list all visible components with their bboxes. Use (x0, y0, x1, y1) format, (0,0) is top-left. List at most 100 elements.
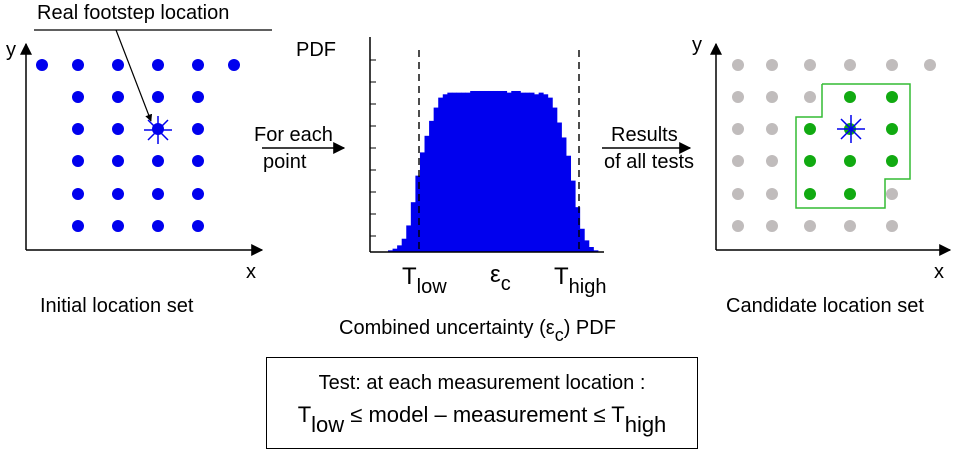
rejected-point (732, 155, 744, 167)
initial-location-caption: Initial location set (40, 295, 194, 317)
pdf-axis-label: PDF (296, 39, 336, 61)
pdf-bar (442, 94, 448, 252)
pdf-bar (392, 248, 398, 252)
real-footstep-marker (144, 116, 172, 144)
candidate-point (804, 123, 816, 135)
location-point (192, 220, 204, 232)
epsilon-c-label: εc (490, 261, 511, 295)
candidate-point (844, 91, 856, 103)
pdf-axis-ticks (370, 59, 376, 237)
pdf-bar (429, 120, 435, 252)
pdf-bar (561, 137, 567, 252)
rejected-point (804, 91, 816, 103)
location-point (112, 188, 124, 200)
location-point (112, 155, 124, 167)
rejected-point (886, 59, 898, 71)
test-condition-box: Test: at each measurement location : Tlo… (266, 357, 698, 449)
initial-location-panel: y x Real footstep location Initial locat… (6, 2, 272, 317)
pdf-bar (556, 122, 562, 253)
location-point (152, 91, 164, 103)
candidate-region-outline (795, 83, 911, 209)
left-y-axis-label: y (6, 39, 16, 61)
location-point (152, 59, 164, 71)
location-point (192, 155, 204, 167)
pdf-histogram (388, 90, 599, 253)
location-point (152, 188, 164, 200)
test-description: Test: at each measurement location : (318, 372, 646, 394)
pdf-bar (493, 90, 498, 252)
point-label: point (263, 151, 307, 173)
pdf-bar (575, 207, 581, 252)
pdf-bar (451, 92, 457, 252)
rejected-point (924, 59, 936, 71)
location-point (112, 59, 124, 71)
pdf-bar (438, 97, 444, 253)
pdf-bar (584, 240, 590, 252)
location-point (112, 91, 124, 103)
pdf-bar (547, 97, 553, 253)
candidate-point (886, 155, 898, 167)
rejected-point (766, 59, 778, 71)
candidate-points (732, 59, 936, 232)
location-point (192, 188, 204, 200)
pdf-bar (479, 90, 485, 252)
pdf-bar (424, 135, 430, 252)
real-footstep-marker-right (837, 115, 865, 143)
rejected-point (844, 59, 856, 71)
results-label: Results (611, 124, 678, 146)
pdf-bar (415, 175, 421, 252)
rejected-point (766, 91, 778, 103)
pdf-bar (410, 202, 416, 252)
pdf-bar (529, 92, 535, 252)
pdf-bar (483, 90, 489, 252)
candidate-point (804, 155, 816, 167)
candidate-point (804, 188, 816, 200)
location-point (112, 123, 124, 135)
rejected-point (844, 220, 856, 232)
rejected-point (804, 220, 816, 232)
location-point (72, 188, 84, 200)
for-each-label: For each (254, 124, 333, 146)
pdf-bar (502, 90, 508, 252)
right-y-axis-label: y (692, 34, 702, 56)
left-x-axis-label: x (246, 261, 256, 283)
right-x-axis-label: x (934, 261, 944, 283)
location-point (152, 220, 164, 232)
annotation-pointer (115, 29, 153, 122)
location-point (192, 123, 204, 135)
pdf-bar (511, 90, 517, 252)
rejected-point (732, 59, 744, 71)
rejected-point (766, 188, 778, 200)
pdf-bar (497, 90, 503, 252)
pdf-bar (515, 90, 521, 252)
candidate-point (886, 123, 898, 135)
of-all-tests-label: of all tests (604, 151, 694, 173)
location-point (192, 59, 204, 71)
rejected-point (886, 220, 898, 232)
rejected-point (732, 188, 744, 200)
pdf-bar (552, 107, 558, 252)
pdf-bar (566, 155, 572, 252)
location-point (228, 59, 240, 71)
pdf-bar (588, 247, 594, 252)
rejected-point (732, 123, 744, 135)
pdf-bar (506, 92, 512, 252)
rejected-point (886, 188, 898, 200)
t-high-label: Thigh (554, 263, 606, 298)
rejected-point (766, 155, 778, 167)
location-point (36, 59, 48, 71)
t-low-label: Tlow (402, 263, 447, 298)
pdf-bar (534, 94, 540, 252)
pdf-bar (433, 107, 439, 252)
location-point (72, 123, 84, 135)
rejected-point (804, 59, 816, 71)
pdf-bar (419, 152, 425, 252)
pdf-bar (488, 90, 494, 252)
rejected-point (732, 91, 744, 103)
pdf-bar (406, 225, 412, 252)
location-point (152, 155, 164, 167)
pdf-bar (520, 92, 526, 252)
pdf-bar (465, 92, 471, 252)
results-arrow: Results of all tests (602, 124, 694, 173)
pdf-bar (538, 92, 544, 252)
